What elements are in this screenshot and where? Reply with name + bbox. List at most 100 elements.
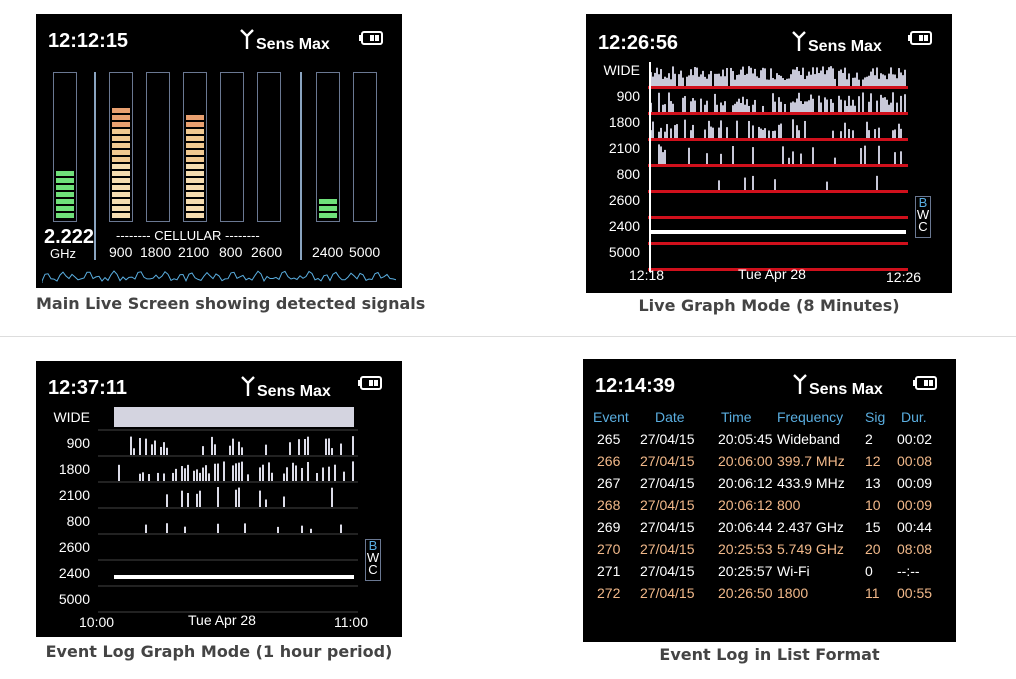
signal-bar: [858, 96, 860, 112]
table-row[interactable]: 265 27/04/15 20:05:45 Wideband 2 00:02: [583, 431, 956, 449]
signal-bar: [680, 70, 682, 86]
signal-bar: [662, 152, 664, 164]
event-bar: [307, 461, 309, 481]
signal-bar: [748, 66, 750, 86]
signal-bar: [704, 104, 706, 112]
event-date: 27/04/15: [640, 431, 695, 447]
signal-bar: [724, 76, 726, 86]
meter-segment: [186, 206, 204, 211]
meter-segment: [56, 171, 74, 176]
meter-segment: [319, 199, 337, 204]
signal-bar: [788, 78, 790, 86]
signal-bar: [890, 102, 892, 112]
event-bar: [238, 462, 240, 481]
event-bar: [232, 465, 234, 481]
event-bar: [277, 526, 279, 533]
table-row[interactable]: 266 27/04/15 20:06:00 399.7 MHz 12 00:08: [583, 453, 956, 471]
event-bar: [166, 494, 168, 507]
event-signal: 10: [865, 497, 881, 513]
table-row[interactable]: 270 27/04/15 20:25:53 5.749 GHz 20 08:08: [583, 541, 956, 559]
signal-bar: [828, 67, 830, 86]
row-label-2100: 2100: [58, 487, 90, 503]
event-bar: [199, 490, 201, 507]
signal-bar: [666, 124, 668, 138]
signal-bar: [882, 74, 884, 86]
meter-segment: [112, 213, 130, 218]
event-bar: [265, 499, 267, 507]
event-bar: [163, 442, 165, 455]
signal-bar: [878, 78, 880, 86]
signal-bar: [722, 105, 724, 112]
signal-bar: [896, 102, 898, 112]
main-live-screen: 12:12:15 Sens Max 2.222 GHz -------- CEL…: [36, 14, 402, 288]
event-date: 27/04/15: [640, 497, 695, 513]
row-label-2400: 2400: [58, 565, 90, 581]
signal-bar: [760, 70, 762, 86]
signal-bar: [746, 73, 748, 86]
bwc-b: B: [368, 538, 378, 553]
signal-bar: [722, 69, 724, 86]
meter-segment: [112, 143, 130, 148]
signal-bar: [774, 130, 776, 138]
signal-bar: [692, 98, 694, 112]
signal-bar: [730, 67, 732, 86]
table-row[interactable]: 268 27/04/15 20:06:12 800 10 00:09: [583, 497, 956, 515]
event-bar: [130, 436, 132, 455]
event-frequency: 399.7 MHz: [777, 453, 845, 469]
signal-bar: [732, 146, 734, 164]
signal-bar: [706, 153, 708, 164]
row-label-900: 900: [616, 88, 640, 104]
event-bar: [283, 473, 285, 481]
signal-bar: [700, 74, 702, 86]
event-bar: [229, 445, 231, 455]
signal-bar: [790, 102, 792, 112]
signal-bar: [812, 67, 814, 86]
signal-bar: [754, 68, 756, 86]
table-row[interactable]: 269 27/04/15 20:06:44 2.437 GHz 15 00:44: [583, 519, 956, 537]
event-bar: [322, 467, 324, 481]
table-row[interactable]: 271 27/04/15 20:25:57 Wi-Fi 0 --:--: [583, 563, 956, 581]
signal-bar: [672, 103, 674, 112]
signal-bar: [784, 103, 786, 112]
band-label-5000: 5000: [349, 244, 381, 260]
signal-bar: [674, 125, 676, 138]
event-frequency: 1800: [777, 585, 809, 601]
signal-bar: [800, 153, 802, 164]
signal-bar: [864, 145, 866, 164]
signal-bar: [704, 76, 706, 86]
signal-bar: [840, 99, 842, 112]
column-header-event: Event: [593, 409, 629, 425]
antenna-icon: [792, 31, 806, 51]
meter-segment: [186, 164, 204, 169]
signal-bar: [758, 77, 760, 86]
signal-bar: [708, 74, 710, 86]
signal-bar: [664, 104, 666, 112]
signal-bar: [652, 76, 654, 86]
event-bar: [352, 461, 354, 481]
clock: 12:26:56: [598, 32, 679, 54]
event-id: 271: [597, 563, 621, 579]
event-bar: [181, 490, 183, 507]
signal-bar: [844, 67, 846, 86]
separator-line: [300, 72, 302, 260]
signal-bar: [752, 73, 754, 86]
signal-bar: [740, 69, 742, 86]
signal-bar: [672, 66, 674, 86]
signal-bar: [888, 73, 890, 86]
table-row[interactable]: 272 27/04/15 20:26:50 1800 11 00:55: [583, 585, 956, 603]
section-divider: [0, 336, 1016, 337]
signal-bar: [824, 97, 826, 112]
signal-bar: [898, 123, 900, 138]
event-bar: [244, 523, 246, 533]
signal-bar: [658, 92, 660, 112]
event-bar: [286, 467, 288, 481]
table-row[interactable]: 267 27/04/15 20:06:12 433.9 MHz 13 00:09: [583, 475, 956, 493]
signal-bar: [658, 144, 660, 164]
event-signal: 13: [865, 475, 881, 491]
antenna-icon: [241, 376, 255, 396]
signal-bar: [720, 153, 722, 164]
event-bar: [163, 473, 165, 481]
signal-bar: [804, 101, 806, 112]
event-duration: 00:08: [897, 453, 933, 469]
signal-bar: [804, 120, 806, 138]
